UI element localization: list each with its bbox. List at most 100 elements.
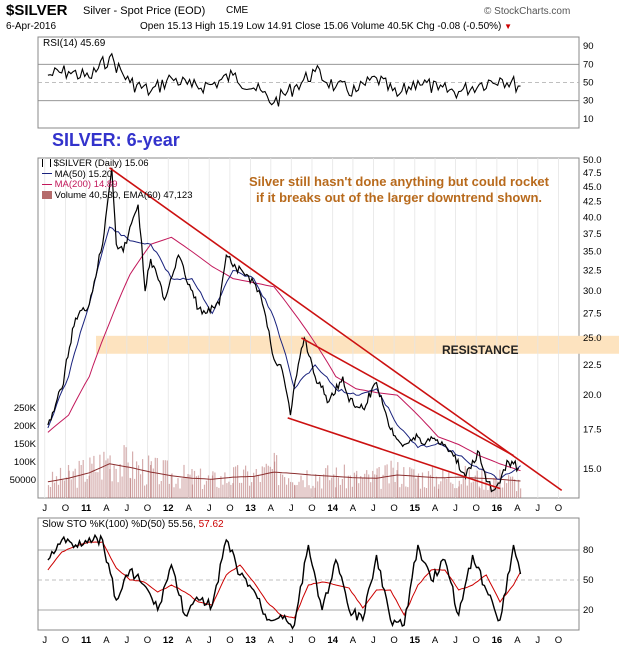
volume-bar: [207, 475, 210, 498]
volume-bar: [397, 462, 399, 498]
legend-ma200-label: MA(200) 14.89: [54, 179, 118, 190]
volume-bar: [442, 469, 444, 498]
volume-bar: [499, 469, 501, 498]
x-tick-label-top: J: [207, 503, 212, 514]
volume-bar: [472, 481, 474, 498]
legend-volume-label: Volume 40,530, EMA(60) 47,123: [54, 189, 193, 201]
price-tick-label: 45.0: [583, 182, 602, 193]
volume-bar: [247, 471, 249, 498]
x-tick-label-bottom: A: [268, 635, 275, 646]
x-tick-label-bottom: 16: [492, 635, 503, 646]
volume-bar: [310, 488, 312, 498]
x-tick-label-bottom: J: [535, 635, 540, 646]
volume-bar: [300, 475, 302, 498]
volume-bar: [142, 459, 144, 498]
x-tick-label-bottom: J: [42, 635, 47, 646]
volume-bar: [411, 468, 413, 498]
chart-description: Silver - Spot Price (EOD): [83, 5, 206, 17]
down-arrow-icon: ▼: [504, 22, 513, 31]
volume-bar: [209, 479, 212, 498]
price-tick-label: 15.0: [583, 464, 602, 475]
volume-bar: [63, 480, 66, 498]
volume-bar: [512, 476, 514, 498]
volume-bar: [315, 474, 317, 498]
volume-bar: [493, 477, 495, 498]
x-tick-label-top: J: [453, 503, 458, 514]
volume-bar: [168, 483, 170, 498]
volume-bar: [358, 483, 360, 498]
x-tick-label-top: A: [103, 503, 110, 514]
x-tick-label-top: O: [144, 503, 151, 514]
volume-bar: [349, 475, 351, 498]
volume-ema-line: [47, 463, 521, 483]
volume-bar: [72, 471, 74, 498]
x-tick-label-bottom: O: [144, 635, 151, 646]
volume-bar: [201, 489, 204, 498]
volume-bar: [115, 468, 117, 498]
volume-bar: [425, 488, 428, 498]
volume-bar: [360, 476, 362, 498]
volume-bar: [160, 481, 162, 498]
volume-tick-label: 250K: [14, 403, 37, 414]
volume-bar: [438, 484, 440, 498]
volume-bar: [462, 476, 464, 498]
x-tick-label-top: A: [350, 503, 357, 514]
volume-bar: [497, 481, 499, 498]
volume-bar: [253, 476, 255, 498]
volume-bar: [435, 476, 438, 498]
x-tick-label-top: O: [390, 503, 397, 514]
x-tick-label-bottom: A: [103, 635, 110, 646]
volume-bar: [327, 465, 329, 498]
volume-bar: [251, 482, 253, 498]
x-tick-label-bottom: O: [390, 635, 397, 646]
volume-bar: [166, 460, 168, 498]
volume-bar: [339, 484, 341, 498]
chart-symbol: $SILVER: [6, 2, 68, 19]
volume-bar: [347, 475, 349, 498]
volume-bar: [329, 480, 331, 498]
volume-bar: [413, 469, 415, 498]
volume-bar: [119, 464, 121, 498]
price-tick-label: 25.0: [583, 333, 602, 344]
volume-bar: [261, 466, 263, 498]
volume-bar: [154, 457, 156, 498]
legend-price-swatch: [42, 159, 51, 168]
volume-bar: [61, 479, 64, 498]
x-tick-label-bottom: J: [289, 635, 294, 646]
volume-bar: [49, 487, 52, 498]
x-tick-label-bottom: J: [453, 635, 458, 646]
x-tick-label-top: A: [432, 503, 439, 514]
volume-bar: [93, 455, 95, 498]
sto-tick-label: 50: [583, 575, 594, 586]
rsi-label: RSI(14) 45.69: [43, 38, 106, 49]
volume-bar: [323, 474, 325, 498]
volume-bar: [140, 474, 142, 498]
volume-bar: [276, 455, 278, 498]
volume-bar: [372, 470, 374, 498]
price-tick-label: 40.0: [583, 212, 602, 223]
volume-bar: [294, 485, 296, 498]
x-tick-label-bottom: A: [350, 635, 357, 646]
volume-bar: [491, 488, 493, 498]
x-tick-label-top: O: [555, 503, 562, 514]
volume-bar: [257, 475, 259, 498]
resistance-label: RESISTANCE: [442, 343, 519, 357]
volume-bar: [82, 460, 84, 498]
trendline: [287, 417, 501, 490]
quote-line: Open 15.13 High 15.19 Low 14.91 Close 15…: [140, 21, 512, 32]
volume-bar: [356, 470, 358, 498]
volume-bar: [282, 474, 284, 498]
volume-bar: [500, 487, 502, 498]
volume-bar: [325, 468, 327, 498]
volume-bar: [343, 464, 345, 498]
x-tick-label-bottom: A: [514, 635, 521, 646]
sto-tick-label: 80: [583, 545, 594, 556]
volume-bar: [468, 467, 470, 498]
volume-bar: [86, 479, 88, 498]
volume-bar: [230, 484, 232, 498]
volume-bar: [378, 467, 380, 498]
volume-bar: [146, 484, 148, 498]
volume-bar: [265, 463, 267, 498]
x-tick-label-top: 11: [81, 503, 92, 514]
volume-bar: [353, 472, 355, 498]
